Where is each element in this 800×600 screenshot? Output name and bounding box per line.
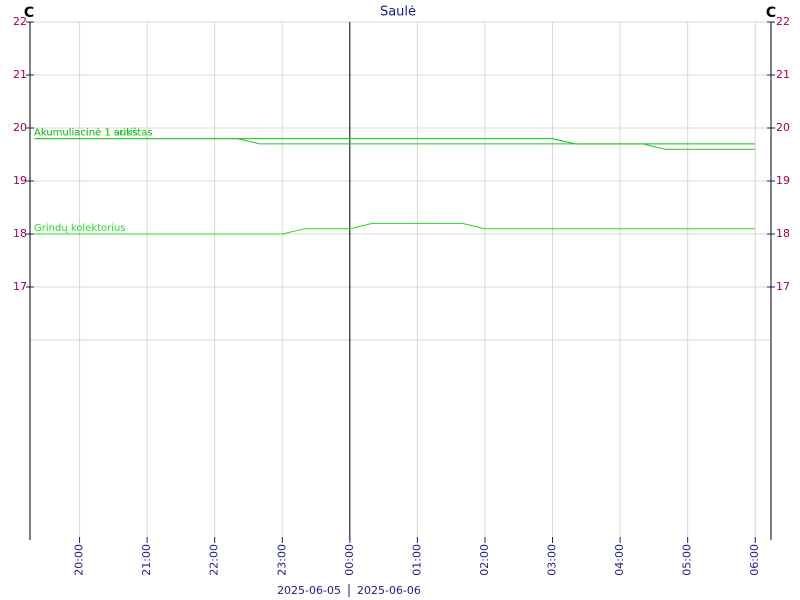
y-tick-label: 20 [13,121,27,134]
date-label: 2025-06-05 [277,584,341,597]
x-tick-label: 02:00 [478,544,491,576]
x-tick-label: 03:00 [546,544,559,576]
series-line [34,222,756,235]
series-label: Akumuliacinė 1 aukštas [34,127,153,139]
y-tick-label: 19 [776,174,790,187]
x-tick-label: 22:00 [208,544,221,576]
x-tick-label: 00:00 [343,544,356,576]
y-tick-label: 19 [13,174,27,187]
y-tick-label: 18 [776,227,790,240]
chart-title: Saulė [380,5,416,20]
y-tick-label: 18 [13,227,27,240]
y-tick-label: 17 [13,280,27,293]
y-tick-label: 22 [776,15,790,28]
y-unit-left: C [24,5,34,21]
y-tick-label: 21 [776,68,790,81]
y-tick-label: 22 [13,15,27,28]
x-tick-label: 23:00 [275,544,288,576]
x-tick-label: 01:00 [410,544,423,576]
series-label: Akumuliacinė 1 sritis [34,128,138,139]
series-label: Grindų kolektorius [34,223,126,234]
x-tick-label: 05:00 [681,544,694,576]
date-label: 2025-06-06 [357,584,421,597]
x-tick-label: 04:00 [613,544,626,576]
series-line [34,138,756,150]
y-tick-label: 21 [13,68,27,81]
x-tick-label: 06:00 [748,544,761,576]
y-unit-right: C [766,5,776,21]
x-tick-label: 20:00 [73,544,86,576]
x-tick-label: 21:00 [140,544,153,576]
y-tick-label: 20 [776,121,790,134]
y-tick-label: 17 [776,280,790,293]
